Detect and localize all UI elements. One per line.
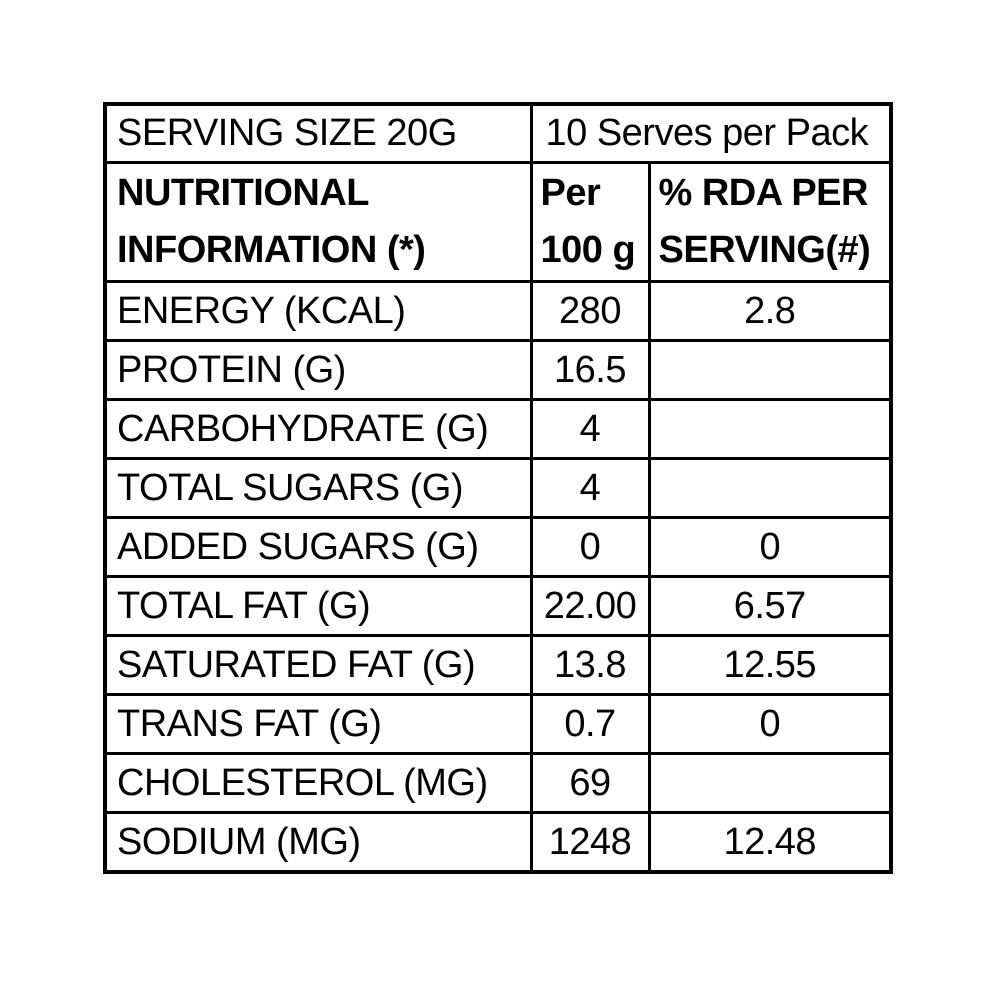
nutrient-label: SATURATED FAT (G) — [103, 634, 533, 696]
per-100g-value: 280 — [529, 280, 651, 342]
per-100g-value: 69 — [529, 752, 651, 814]
per-100g-value: 22.00 — [529, 575, 651, 637]
rda-value: 12.55 — [647, 634, 893, 696]
per-100g-header: Per 100 g — [529, 161, 651, 283]
nutritional-information-header-line2: INFORMATION (*) — [117, 229, 426, 271]
nutrient-label: ENERGY (KCAL) — [103, 280, 533, 342]
rda-value — [647, 752, 893, 814]
table-row-total-fat: TOTAL FAT (G) 22.00 6.57 — [103, 575, 893, 637]
rda-per-serving-header-line1: % RDA PER — [658, 172, 869, 214]
table-row-trans-fat: TRANS FAT (G) 0.7 0 — [103, 693, 893, 755]
per-100g-value: 16.5 — [529, 339, 651, 401]
per-100g-header-line2: 100 g — [540, 229, 636, 271]
per-100g-value: 0 — [529, 516, 651, 578]
per-100g-value: 1248 — [529, 811, 651, 874]
table-row-protein: PROTEIN (G) 16.5 — [103, 339, 893, 401]
per-100g-value: 4 — [529, 457, 651, 519]
table-row-cholesterol: CHOLESTEROL (MG) 69 — [103, 752, 893, 814]
nutrient-label: TOTAL SUGARS (G) — [103, 457, 533, 519]
rda-value — [647, 457, 893, 519]
table-row-saturated-fat: SATURATED FAT (G) 13.8 12.55 — [103, 634, 893, 696]
rda-value: 0 — [647, 693, 893, 755]
serves-per-pack-label: 10 Serves per Pack — [529, 102, 893, 164]
nutrition-facts-table: SERVING SIZE 20G 10 Serves per Pack NUTR… — [103, 102, 894, 874]
rda-per-serving-header: % RDA PER SERVING(#) — [647, 161, 893, 283]
per-100g-value: 0.7 — [529, 693, 651, 755]
nutrient-label: SODIUM (MG) — [103, 811, 533, 874]
nutrient-label: PROTEIN (G) — [103, 339, 533, 401]
nutritional-information-header: NUTRITIONAL INFORMATION (*) — [103, 161, 533, 283]
table-row-added-sugars: ADDED SUGARS (G) 0 0 — [103, 516, 893, 578]
per-100g-header-line1: Per — [540, 172, 601, 214]
nutrient-label: CHOLESTEROL (MG) — [103, 752, 533, 814]
rda-value: 2.8 — [647, 280, 893, 342]
serving-size-label: SERVING SIZE 20G — [103, 102, 533, 164]
per-100g-value: 13.8 — [529, 634, 651, 696]
rda-value — [647, 398, 893, 460]
nutrient-label: TRANS FAT (G) — [103, 693, 533, 755]
rda-value — [647, 339, 893, 401]
nutritional-information-header-line1: NUTRITIONAL — [117, 172, 370, 214]
serving-size-row: SERVING SIZE 20G 10 Serves per Pack — [103, 102, 893, 164]
table-row-total-sugars: TOTAL SUGARS (G) 4 — [103, 457, 893, 519]
rda-per-serving-header-line2: SERVING(#) — [658, 229, 871, 271]
rda-value: 12.48 — [647, 811, 893, 874]
nutrient-label: TOTAL FAT (G) — [103, 575, 533, 637]
column-header-row: NUTRITIONAL INFORMATION (*) Per 100 g % … — [103, 161, 893, 283]
rda-value: 0 — [647, 516, 893, 578]
nutrient-label: CARBOHYDRATE (G) — [103, 398, 533, 460]
table-row-carbohydrate: CARBOHYDRATE (G) 4 — [103, 398, 893, 460]
nutrient-label: ADDED SUGARS (G) — [103, 516, 533, 578]
table-row-sodium: SODIUM (MG) 1248 12.48 — [103, 811, 893, 874]
per-100g-value: 4 — [529, 398, 651, 460]
table-row-energy: ENERGY (KCAL) 280 2.8 — [103, 280, 893, 342]
rda-value: 6.57 — [647, 575, 893, 637]
